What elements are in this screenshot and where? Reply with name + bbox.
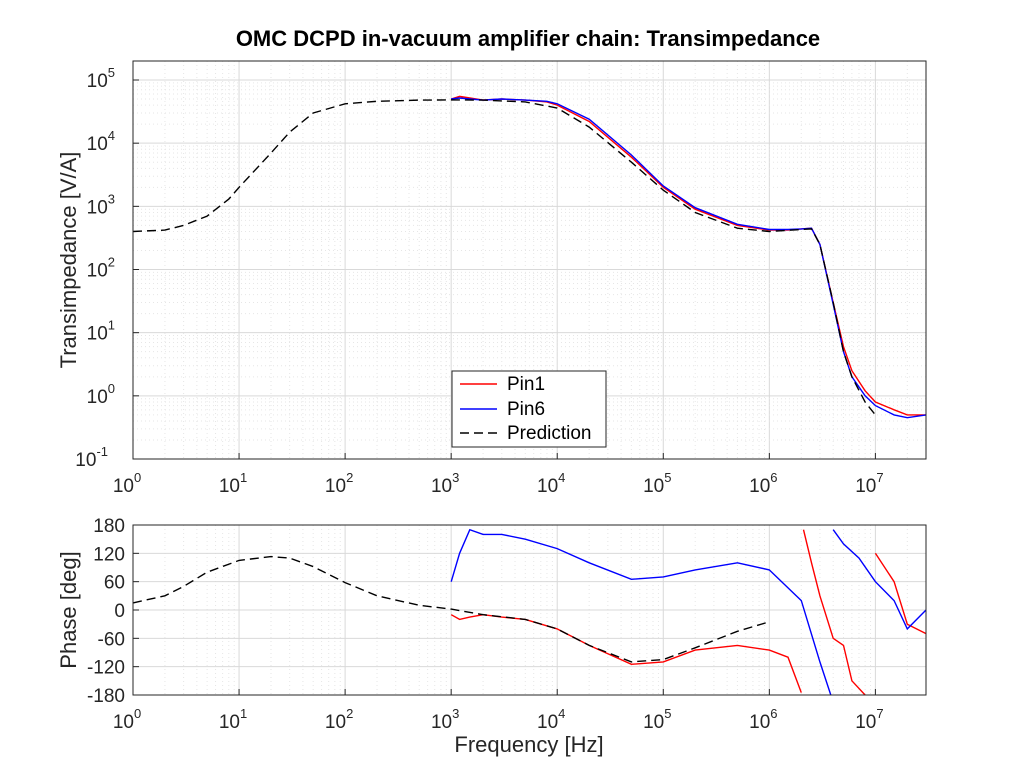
y-tick-label: -60 [98,629,125,650]
legend-label-prediction: Prediction [507,423,592,444]
magnitude-axes-box [132,60,927,460]
x-tick-exponent: 3 [452,706,459,721]
x-tick-exponent: 0 [134,706,141,721]
phase-panel: 100 101 102 103 104 105 106 107 180120600-60-12… [56,516,927,757]
frequency-x-label: Frequency [Hz] [454,732,603,757]
x-tick-exponent: 6 [770,706,777,721]
x-tick-label: 105 [643,706,671,733]
x-tick-exponent: 5 [664,470,671,485]
x-tick-label: 106 [749,706,777,733]
x-tick-exponent: 5 [664,706,671,721]
legend-label-pin6: Pin6 [507,399,545,420]
y-tick-label: 60 [104,573,125,594]
x-tick-exponent: 6 [770,470,777,485]
y-tick-exponent: 4 [108,128,115,143]
chart-title: OMC DCPD in-vacuum amplifier chain: Tran… [236,26,820,51]
x-tick-label: 105 [643,470,671,497]
magnitude-y-label: Transimpedance [V/A] [56,152,81,369]
magnitude-series [132,95,927,419]
x-tick-label: 100 [113,706,141,733]
x-tick-exponent: 2 [346,706,353,721]
legend-label-pin1: Pin1 [507,374,545,395]
phase-y-label: Phase [deg] [56,551,81,668]
y-tick-exponent: 2 [108,255,115,270]
x-tick-label: 101 [219,706,247,733]
x-tick-label: 100 [113,470,141,497]
x-tick-label: 101 [219,470,247,497]
y-tick-label: 101 [87,318,115,345]
y-tick-label: -180 [87,686,125,707]
y-tick-label: 180 [93,516,125,537]
x-tick-exponent: 7 [876,706,883,721]
y-tick-label: 103 [87,191,115,218]
x-tick-label: 104 [537,470,565,497]
x-tick-exponent: 1 [240,706,247,721]
magnitude-x-ticks: 100 101 102 103 104 105 106 107 [113,453,884,497]
y-tick-label: 105 [87,65,115,92]
x-tick-exponent: 2 [346,470,353,485]
series-line-pin6 [451,97,927,419]
x-tick-label: 106 [749,470,777,497]
x-tick-label: 103 [431,470,459,497]
phase-y-ticks: 180 120 60 0 -60 -120 -180 [87,516,139,707]
series-line-prediction [132,555,770,663]
x-tick-exponent: 0 [134,470,141,485]
phase-x-ticks: 100 101 102 103 104 105 106 107 [113,689,884,733]
y-tick-label: 0 [114,601,125,622]
y-tick-exponent: 1 [108,318,115,333]
x-tick-exponent: 4 [558,706,565,721]
x-tick-exponent: 7 [876,470,883,485]
phase-series [132,528,927,696]
y-tick-label: 100 [87,381,115,408]
x-tick-label: 103 [431,706,459,733]
x-tick-exponent: 1 [240,470,247,485]
x-tick-label: 107 [855,470,883,497]
legend: Pin1 Pin6 Prediction [451,370,607,448]
y-tick-label: 104 [87,128,115,155]
y-tick-exponent: 0 [108,381,115,396]
x-tick-label: 102 [325,470,353,497]
series-line-prediction [132,99,876,416]
series-line-pin6 [450,528,927,696]
y-tick-label: -120 [87,658,125,679]
y-tick-exponent: 5 [108,65,115,80]
x-tick-label: 104 [537,706,565,733]
y-tick-label: 120 [93,544,125,565]
y-tick-exponent: 3 [108,191,115,206]
x-tick-label: 102 [325,706,353,733]
y-tick-label: 102 [87,255,115,282]
x-tick-exponent: 4 [558,470,565,485]
x-tick-exponent: 3 [452,470,459,485]
x-tick-label: 107 [855,706,883,733]
y-tick-label: 10-1 [75,444,108,471]
y-tick-exponent: -1 [96,444,108,459]
